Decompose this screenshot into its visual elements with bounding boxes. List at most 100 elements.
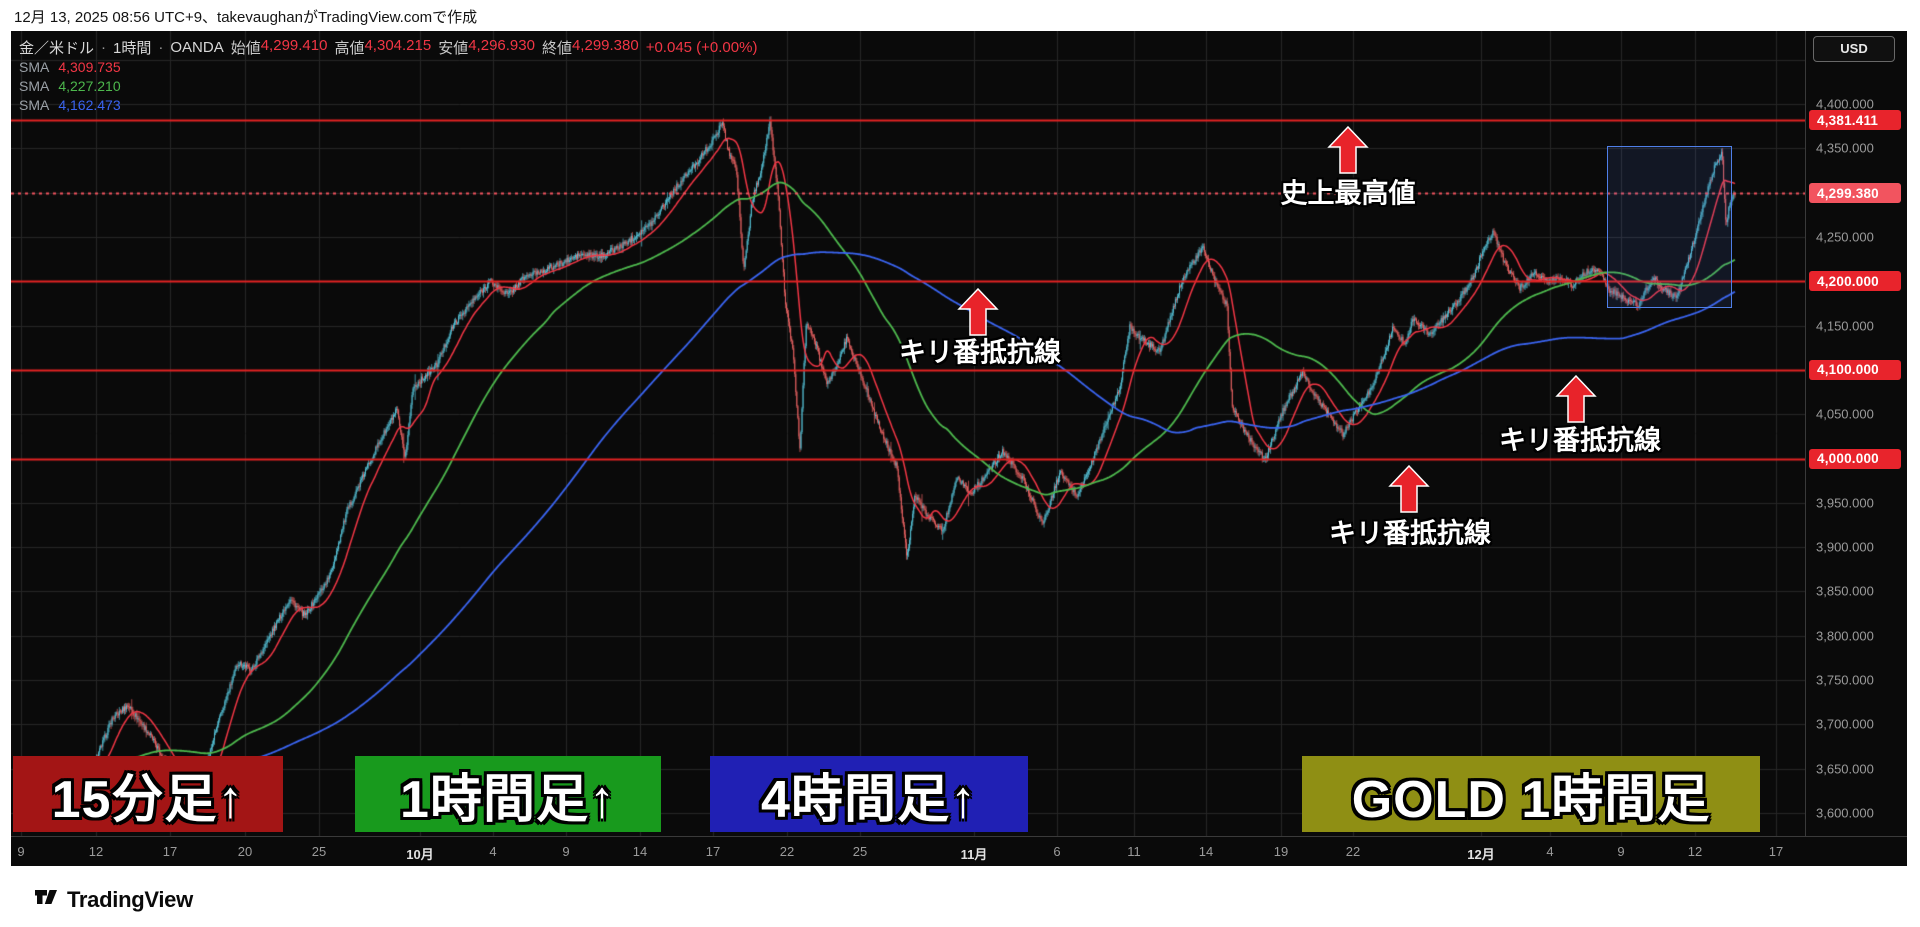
up-arrow-icon (1554, 374, 1598, 428)
legend-separator: · (101, 38, 107, 56)
sma-legend-rows: SMA 4,309.735 SMA 4,227.210 SMA 4,162.473 (19, 57, 757, 114)
price-axis-label: 3,700.000 (1816, 716, 1874, 732)
annotation-label: 史上最高値 (1280, 178, 1416, 209)
time-axis-label: 12 (1687, 844, 1703, 859)
time-axis-label: 20 (237, 844, 253, 859)
time-axis-label: 14 (1198, 844, 1214, 859)
price-chart-canvas[interactable] (11, 31, 1805, 836)
time-axis-label: 11 (1127, 844, 1141, 859)
timeframe-banner-text: GOLD 1時間足 (1351, 770, 1711, 829)
price-axis-label: 4,400.000 (1816, 96, 1874, 112)
currency-usd-button[interactable]: USD (1813, 36, 1895, 62)
time-axis-label: 9 (1617, 844, 1625, 859)
price-level-badge: 4,200.000 (1809, 271, 1901, 292)
up-arrow-icon (1326, 125, 1370, 179)
time-axis-label: 11月 (960, 847, 988, 862)
time-axis-label: 25 (852, 844, 868, 859)
price-level-badge: 4,000.000 (1809, 448, 1901, 469)
sma-label: SMA (19, 58, 50, 75)
price-axis-label: 3,800.000 (1816, 628, 1874, 644)
price-axis-label: 4,350.000 (1816, 140, 1874, 156)
annotation-label: キリ番抵抗線 (1499, 425, 1661, 456)
high-pair: 高値 4,304.215 (334, 37, 431, 58)
high-label: 高値 (334, 39, 365, 57)
selection-box[interactable] (1607, 146, 1732, 308)
price-axis-label: 4,050.000 (1816, 406, 1874, 422)
high-value: 4,304.215 (364, 36, 432, 54)
annotation-label: キリ番抵抗線 (1329, 518, 1491, 549)
timeframe-banner: 4時間足↑ (710, 756, 1028, 832)
time-axis-label: 17 (162, 844, 178, 859)
legend-separator: · (158, 38, 164, 56)
close-value: 4,299.380 (571, 36, 639, 54)
interval-label: 1時間 (113, 39, 152, 57)
low-value: 4,296.930 (468, 36, 535, 54)
time-axis-label: 4 (489, 844, 497, 859)
sma-value: 4,227.210 (58, 77, 121, 94)
sma-legend-row: SMA 4,162.473 (19, 95, 757, 114)
timeframe-banner-text: 1時間足↑ (400, 770, 616, 829)
price-axis-label: 3,600.000 (1816, 805, 1874, 821)
chart-container: 金／米ドル · 1時間 · OANDA 始値 4,299.410 高値 4,30… (11, 31, 1907, 866)
exchange-label: OANDA (170, 38, 224, 56)
price-axis-label: 3,850.000 (1816, 583, 1874, 599)
timeframe-banner: 1時間足↑ (355, 756, 661, 832)
time-axis-label: 17 (1768, 844, 1784, 859)
price-axis-label: 3,650.000 (1816, 761, 1874, 777)
symbol-legend-row: 金／米ドル · 1時間 · OANDA 始値 4,299.410 高値 4,30… (19, 37, 757, 57)
time-axis[interactable]: 9 12 17 20 25 10月 4 9 14 17 22 25 11月 6 11 14 19 22 12月 4 9 1… (11, 836, 1907, 866)
tradingview-logo-text: TradingView (67, 886, 193, 912)
time-axis-label: 9 (562, 844, 570, 859)
chart-legend: 金／米ドル · 1時間 · OANDA 始値 4,299.410 高値 4,30… (19, 37, 757, 114)
sma-legend-row: SMA 4,227.210 (19, 76, 757, 95)
time-axis-label: 19 (1273, 844, 1289, 859)
annotation-label: キリ番抵抗線 (899, 337, 1061, 368)
price-axis-label: 4,150.000 (1816, 318, 1874, 334)
attribution-text: 12月 13, 2025 08:56 UTC+9、takevaughanがTra… (14, 9, 478, 26)
time-axis-label: 12月 (1467, 847, 1495, 862)
price-axis-label: 4,250.000 (1816, 229, 1874, 245)
time-axis-label: 6 (1053, 844, 1061, 859)
time-axis-label: 25 (311, 844, 327, 859)
time-axis-label: 9 (17, 844, 25, 859)
footer-bar: TradingView (0, 866, 1920, 927)
price-axis-label: 3,950.000 (1816, 495, 1874, 511)
time-axis-label: 14 (632, 844, 648, 859)
time-axis-label: 4 (1546, 844, 1554, 859)
attribution-bar: 12月 13, 2025 08:56 UTC+9、takevaughanがTra… (0, 0, 1920, 31)
timeframe-banner-text: 15分足↑ (51, 770, 245, 829)
up-arrow-icon (956, 287, 1000, 341)
open-pair: 始値 4,299.410 (231, 37, 328, 58)
price-level-badge: 4,299.380 (1809, 183, 1901, 204)
sma-value: 4,162.473 (58, 96, 121, 113)
timeframe-banner: 15分足↑ (13, 756, 283, 832)
time-axis-label: 17 (705, 844, 721, 859)
price-pane: 金／米ドル · 1時間 · OANDA 始値 4,299.410 高値 4,30… (11, 31, 1805, 836)
price-axis-label: 3,750.000 (1816, 672, 1874, 688)
price-axis[interactable]: USD 4,400.000 4,350.000 4,250.000 4,150.000… (1805, 31, 1907, 836)
symbol-name: 金／米ドル (19, 39, 95, 57)
change-value: +0.045 (+0.00%) (645, 38, 758, 56)
sma-value: 4,309.735 (58, 58, 121, 75)
time-axis-label: 22 (1345, 844, 1361, 859)
sma-legend-row: SMA 4,309.735 (19, 57, 757, 76)
time-axis-label: 22 (779, 844, 795, 859)
tradingview-logo[interactable]: TradingView (33, 884, 193, 915)
low-pair: 安値 4,296.930 (438, 37, 535, 58)
low-label: 安値 (438, 39, 469, 57)
up-arrow-icon (1387, 464, 1431, 518)
close-label: 終値 (541, 39, 572, 57)
close-pair: 終値 4,299.380 (542, 37, 639, 58)
timeframe-banner: GOLD 1時間足 (1302, 756, 1760, 832)
sma-label: SMA (19, 96, 50, 113)
timeframe-banner-text: 4時間足↑ (761, 770, 977, 829)
price-level-badge: 4,100.000 (1809, 359, 1901, 380)
open-label: 始値 (230, 39, 261, 57)
price-axis-label: 3,900.000 (1816, 539, 1874, 555)
price-level-badge: 4,381.411 (1809, 110, 1901, 131)
time-axis-label: 12 (88, 844, 104, 859)
time-axis-label: 10月 (406, 847, 434, 862)
tradingview-logo-icon (33, 884, 59, 915)
sma-label: SMA (19, 77, 50, 94)
open-value: 4,299.410 (260, 36, 328, 54)
